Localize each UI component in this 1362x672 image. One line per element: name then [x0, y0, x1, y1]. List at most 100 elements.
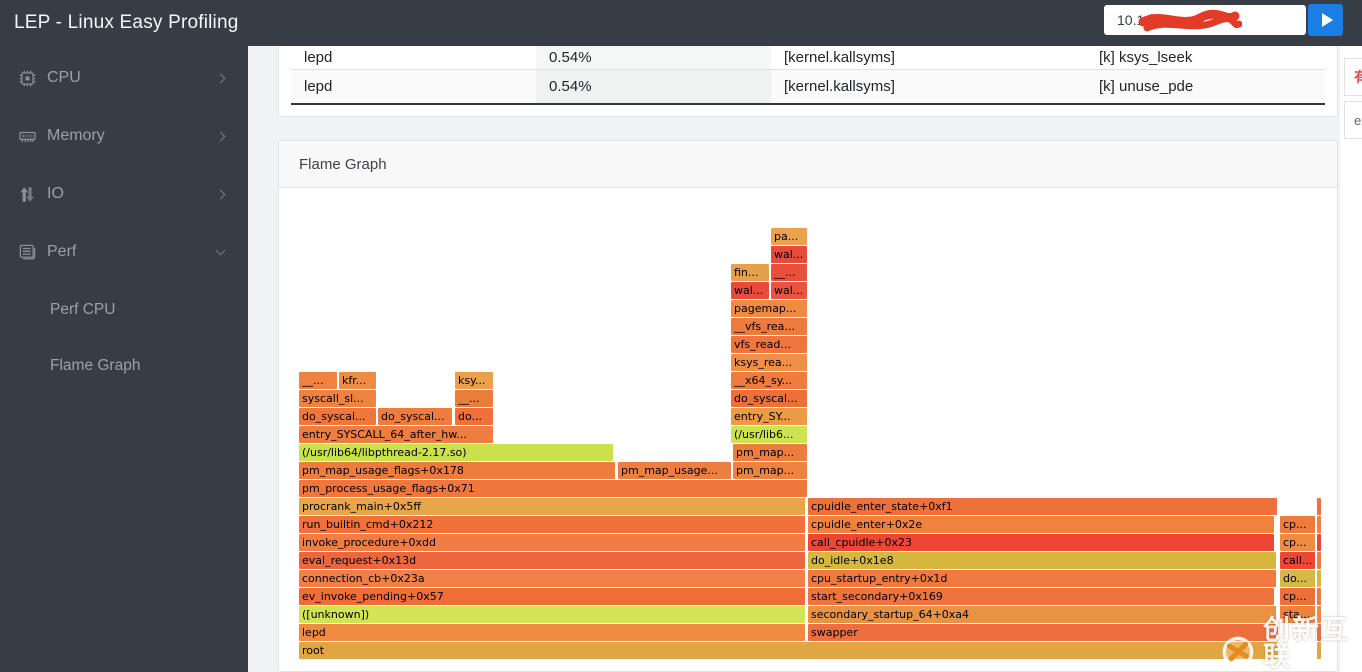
flame-frame[interactable]: __vfs_rea... [731, 318, 807, 335]
flame-frame[interactable]: __... [299, 372, 337, 389]
flame-frame[interactable]: (/usr/lib6... [731, 426, 807, 443]
sidebar-submenu: Perf CPU Flame Graph [0, 290, 248, 386]
flame-frame[interactable]: __... [771, 264, 807, 281]
memory-icon [16, 127, 38, 146]
flame-frame[interactable]: connection_cb+0x23a [299, 570, 805, 587]
flame-frame[interactable]: cp... [1280, 534, 1315, 551]
sidebar-item-perf[interactable]: Perf [8, 232, 240, 272]
flame-frame-sliver[interactable] [1317, 570, 1321, 587]
sidebar-item-flame-graph[interactable]: Flame Graph [8, 346, 240, 386]
sidebar-item-io[interactable]: IO [8, 174, 240, 214]
flame-frame-sliver[interactable] [1317, 552, 1321, 569]
sidebar-item-label: CPU [47, 69, 81, 86]
right-panel-item-1[interactable]: 有 [1344, 58, 1362, 96]
flame-frame-sliver[interactable] [1317, 642, 1321, 659]
flame-frame[interactable]: do... [455, 408, 493, 425]
flame-frame[interactable]: call... [1280, 552, 1315, 569]
flame-frame[interactable]: cpuidle_enter_state+0xf1 [808, 498, 1277, 515]
flame-frame[interactable]: do_syscal... [299, 408, 376, 425]
perf-table-card: lepd 0.54% [kernel.kallsyms] [k] ksys_lseek… [278, 46, 1338, 117]
sidebar-subitem-label: Flame Graph [50, 357, 141, 374]
flame-frame[interactable]: entry_SY... [731, 408, 807, 425]
flame-frame[interactable]: (/usr/lib64/libpthread-2.17.so) [299, 444, 613, 461]
server-address-input[interactable] [1104, 5, 1306, 35]
flame-frame[interactable]: cpu_startup_entry+0x1d [808, 570, 1276, 587]
flame-frame[interactable]: ksy... [455, 372, 493, 389]
table-row[interactable]: lepd 0.54% [kernel.kallsyms] [k] unuse_pde [291, 70, 1325, 103]
sidebar-item-memory[interactable]: Memory [8, 116, 240, 156]
flame-frame[interactable]: wal... [771, 282, 807, 299]
flame-frame[interactable]: ([unknown]) [299, 606, 805, 623]
flame-frame[interactable]: do... [1280, 570, 1315, 587]
flame-frame-sliver[interactable] [1317, 588, 1321, 605]
flame-frame[interactable]: cpuidle_enter+0x2e [808, 516, 1274, 533]
flame-graph-title: Flame Graph [299, 155, 387, 173]
sidebar-menu: CPU Memory IO Perf Perf CPU Flame Graph [0, 58, 248, 386]
flame-frame-sliver[interactable] [1317, 606, 1321, 623]
cell-process: lepd [304, 78, 333, 95]
flame-frame[interactable]: kfr... [339, 372, 376, 389]
play-icon [1321, 13, 1333, 27]
flame-frame[interactable]: ksys_rea... [731, 354, 807, 371]
flame-frame[interactable]: vfs_read... [731, 336, 807, 353]
flame-frame[interactable]: sta... [1280, 606, 1315, 623]
sidebar-subitem-label: Perf CPU [50, 301, 116, 318]
flame-frame[interactable]: syscall_sl... [299, 390, 376, 407]
table-row[interactable]: lepd 0.54% [kernel.kallsyms] [k] ksys_lseek [291, 46, 1325, 70]
flame-frame-sliver[interactable] [1317, 516, 1321, 533]
flame-frame[interactable]: root [299, 642, 1278, 659]
sidebar-item-perf-cpu[interactable]: Perf CPU [8, 290, 240, 330]
chevron-right-icon [215, 73, 226, 83]
table-bottom-border [291, 103, 1325, 105]
flame-frame[interactable]: do_idle+0x1e8 [808, 552, 1276, 569]
flame-frame[interactable]: lepd [299, 624, 805, 641]
cell-process: lepd [304, 49, 333, 66]
right-panel-item-2[interactable]: ex [1344, 101, 1362, 139]
sidebar-item-label: IO [47, 185, 64, 202]
chevron-right-icon [215, 131, 226, 141]
connect-button[interactable] [1308, 4, 1343, 36]
sidebar-item-label: Memory [47, 127, 105, 144]
flame-frame[interactable]: pm_process_usage_flags+0x71 [299, 480, 807, 497]
flame-frame-sliver[interactable] [1317, 498, 1321, 515]
flame-frame[interactable]: invoke_procedure+0xdd [299, 534, 805, 551]
flame-frame[interactable]: fin... [731, 264, 769, 281]
flame-frame-sliver[interactable] [1317, 534, 1321, 551]
flame-frame[interactable]: eval_request+0x13d [299, 552, 805, 569]
flame-frame[interactable]: procrank_main+0x5ff [299, 498, 805, 515]
flame-frame[interactable]: wal... [771, 246, 807, 263]
flame-frame[interactable]: do_syscal... [731, 390, 807, 407]
chevron-right-icon [215, 189, 226, 199]
flame-frame[interactable]: cp... [1280, 588, 1315, 605]
flame-frame[interactable]: run_builtin_cmd+0x212 [299, 516, 805, 533]
flame-frame[interactable]: __x64_sy... [731, 372, 807, 389]
flame-frame[interactable]: __... [455, 390, 493, 407]
flame-frame[interactable]: cp... [1280, 516, 1315, 533]
flame-frame[interactable]: start_secondary+0x169 [808, 588, 1274, 605]
flame-frame[interactable]: call_cpuidle+0x23 [808, 534, 1274, 551]
flame-frame[interactable]: pa... [771, 228, 807, 245]
page-title: LEP - Linux Easy Profiling [14, 12, 239, 33]
sidebar: CPU Memory IO Perf Perf CPU Flame Graph [0, 0, 248, 672]
flame-frame[interactable]: pm_map... [733, 444, 807, 461]
flame-frame[interactable]: swapper [808, 624, 1278, 641]
right-panel-gray-label: ex [1354, 112, 1362, 128]
flame-frame[interactable]: ev_invoke_pending+0x57 [299, 588, 805, 605]
sidebar-item-label: Perf [47, 243, 77, 260]
flame-frame[interactable]: secondary_startup_64+0xa4 [808, 606, 1276, 623]
flame-frame-sliver[interactable] [1317, 624, 1321, 641]
cell-symbol: [k] ksys_lseek [1099, 49, 1193, 66]
cell-symbol: [k] unuse_pde [1099, 78, 1194, 95]
flame-frame[interactable]: pm_map_usage... [618, 462, 731, 479]
perf-icon [16, 243, 38, 262]
sidebar-item-cpu[interactable]: CPU [8, 58, 240, 98]
flame-frame[interactable]: do_syscal... [378, 408, 452, 425]
flame-frame[interactable]: entry_SYSCALL_64_after_hw... [299, 426, 493, 443]
flame-frame[interactable]: pm_map... [733, 462, 807, 479]
flame-frame[interactable]: wal... [731, 282, 769, 299]
right-edge-panel: 有 ex [1344, 58, 1362, 144]
flame-frame[interactable]: pagemap... [731, 300, 807, 317]
cpu-icon [16, 69, 38, 88]
cell-module: [kernel.kallsyms] [784, 78, 895, 95]
flame-frame[interactable]: pm_map_usage_flags+0x178 [299, 462, 615, 479]
